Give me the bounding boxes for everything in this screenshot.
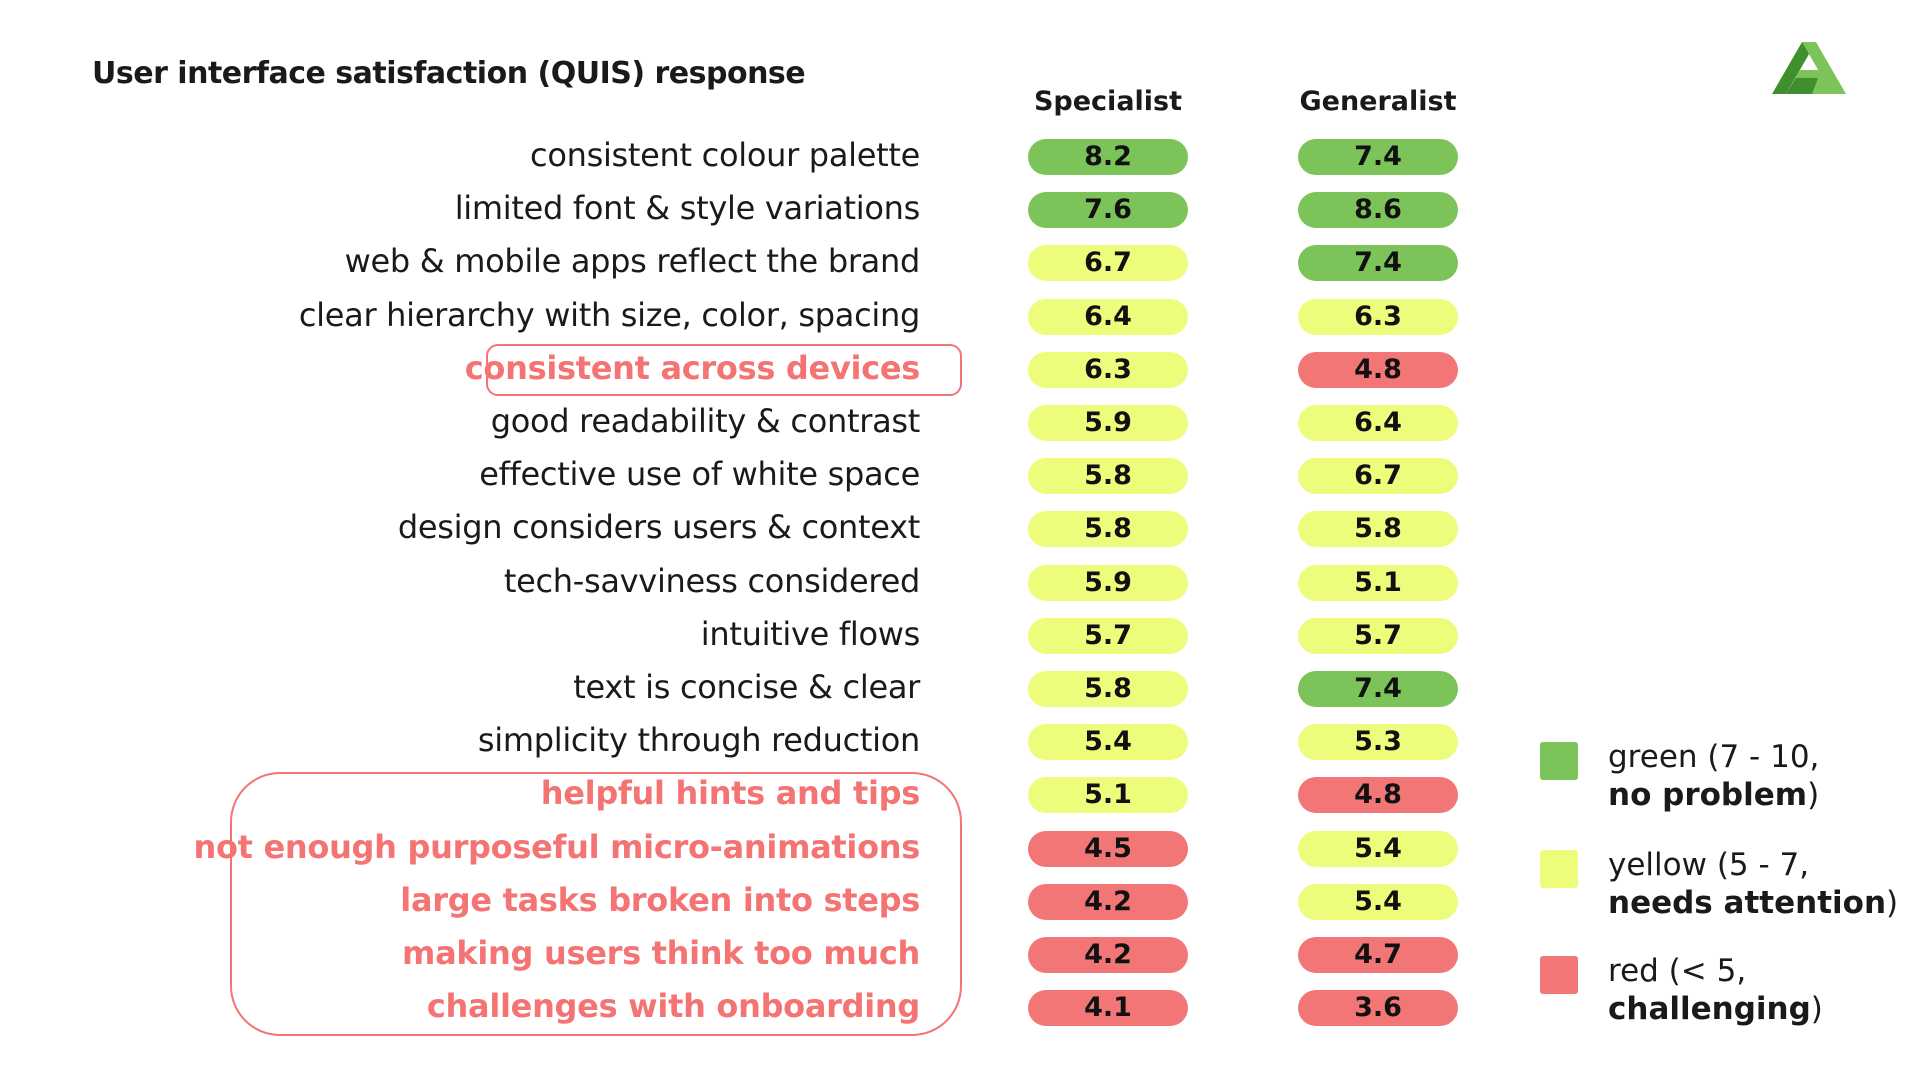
score-pill-specialist: 5.9	[1028, 564, 1188, 601]
legend-text: green (7 - 10, no problem)	[1608, 738, 1819, 814]
legend-line1: yellow (5 - 7,	[1608, 847, 1810, 883]
score-pill-specialist: 4.5	[1028, 830, 1188, 867]
row-label: limited font & style variations	[454, 189, 921, 228]
score-pill-generalist: 4.7	[1298, 937, 1458, 973]
row-label: large tasks broken into steps	[400, 880, 920, 919]
score-pill-specialist: 5.4	[1028, 724, 1188, 761]
chart-title: User interface satisfaction (QUIS) respo…	[92, 56, 806, 91]
row-label: web & mobile apps reflect the brand	[344, 242, 921, 281]
score-pill-specialist: 6.3	[1028, 351, 1188, 388]
brand-logo	[1772, 42, 1846, 94]
score-pill-generalist: 7.4	[1298, 139, 1458, 175]
legend-line2-tail: )	[1886, 885, 1899, 921]
legend-line2-tail: )	[1810, 991, 1823, 1027]
score-pill-generalist: 4.8	[1298, 351, 1458, 388]
score-pill-specialist: 4.2	[1028, 937, 1188, 973]
score-pill-specialist: 4.2	[1028, 883, 1188, 920]
score-pill-specialist: 5.9	[1028, 405, 1188, 441]
flag-box-consistent-across-devices	[486, 344, 962, 396]
row-label: tech-savviness considered	[503, 561, 920, 600]
legend-swatch	[1540, 742, 1578, 780]
column-header-generalist: Generalist	[1299, 86, 1457, 117]
legend-swatch	[1540, 956, 1578, 994]
legend-line1: green (7 - 10,	[1608, 739, 1820, 775]
row-label: helpful hints and tips	[540, 774, 921, 813]
score-pill-generalist: 6.4	[1298, 405, 1458, 441]
score-pill-specialist: 4.1	[1028, 990, 1188, 1027]
legend-text: yellow (5 - 7, needs attention)	[1608, 846, 1898, 922]
score-pill-generalist: 5.4	[1298, 830, 1458, 867]
score-pill-generalist: 5.7	[1298, 617, 1458, 654]
row-label: not enough purposeful micro-animations	[193, 827, 921, 866]
score-pill-generalist: 6.7	[1298, 458, 1458, 495]
score-pill-generalist: 5.1	[1298, 564, 1458, 601]
legend-line2-bold: needs attention	[1608, 885, 1887, 921]
score-pill-specialist: 6.4	[1028, 298, 1188, 335]
score-pill-specialist: 6.7	[1028, 245, 1188, 282]
score-pill-specialist: 5.8	[1028, 511, 1188, 548]
score-pill-specialist: 8.2	[1028, 139, 1188, 175]
row-label: challenges with onboarding	[426, 987, 920, 1026]
score-pill-generalist: 4.8	[1298, 777, 1458, 814]
score-pill-specialist: 5.7	[1028, 617, 1188, 654]
score-pill-generalist: 5.8	[1298, 511, 1458, 548]
legend-text: red (< 5, challenging)	[1608, 952, 1823, 1028]
score-pill-specialist: 5.8	[1028, 671, 1188, 707]
row-label: design considers users & context	[397, 508, 920, 547]
score-pill-generalist: 6.3	[1298, 298, 1458, 335]
score-pill-specialist: 5.8	[1028, 458, 1188, 495]
row-label: effective use of white space	[479, 455, 920, 494]
score-pill-specialist: 5.1	[1028, 777, 1188, 814]
score-pill-generalist: 5.4	[1298, 883, 1458, 920]
row-label: text is concise & clear	[573, 668, 920, 706]
score-pill-generalist: 3.6	[1298, 990, 1458, 1027]
score-pill-generalist: 7.4	[1298, 245, 1458, 282]
score-pill-specialist: 7.6	[1028, 192, 1188, 229]
row-label: making users think too much	[402, 934, 920, 972]
legend-line2-tail: )	[1807, 777, 1820, 813]
score-pill-generalist: 5.3	[1298, 724, 1458, 761]
legend-line1: red (< 5,	[1608, 953, 1747, 989]
row-label: simplicity through reduction	[477, 721, 920, 760]
flag-box-challenges	[230, 772, 962, 1036]
row-label: consistent across devices	[464, 348, 921, 387]
score-pill-generalist: 8.6	[1298, 192, 1458, 229]
column-header-specialist: Specialist	[1033, 86, 1183, 117]
row-label: good readability & contrast	[490, 402, 921, 440]
legend-line2-bold: no problem	[1608, 777, 1808, 813]
legend-swatch	[1540, 850, 1578, 888]
row-label: clear hierarchy with size, color, spacin…	[298, 295, 920, 334]
legend-line2-bold: challenging	[1608, 991, 1811, 1027]
score-pill-generalist: 7.4	[1298, 671, 1458, 707]
row-label: consistent colour palette	[530, 136, 920, 174]
row-label: intuitive flows	[700, 614, 921, 653]
